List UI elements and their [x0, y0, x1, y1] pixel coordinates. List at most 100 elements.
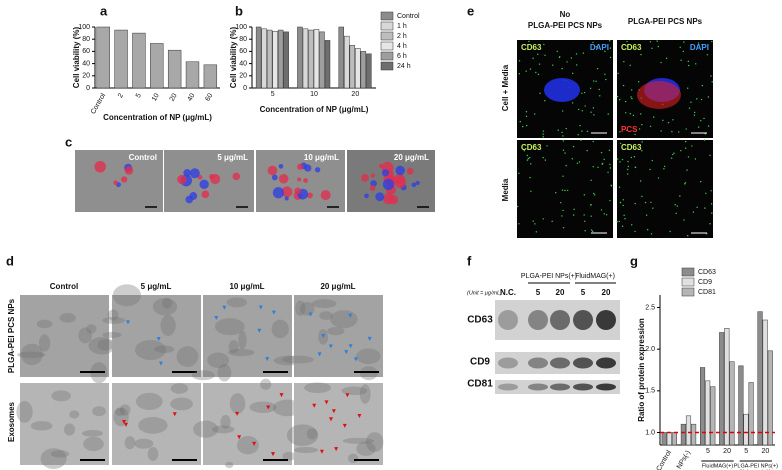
x-tick-label: 5	[271, 91, 275, 98]
bar	[748, 382, 754, 446]
texture	[30, 421, 53, 431]
dot	[544, 159, 547, 161]
dot	[649, 41, 652, 43]
x-tick-label: 20	[723, 448, 731, 455]
bar	[185, 61, 200, 89]
dot	[562, 135, 564, 137]
dot	[619, 201, 622, 204]
bar	[355, 48, 361, 89]
texture	[220, 414, 231, 429]
arrowhead	[328, 417, 333, 422]
dot	[621, 225, 624, 227]
column-header: Control	[50, 282, 78, 291]
dot	[624, 100, 627, 103]
dot	[590, 215, 592, 217]
dot	[649, 168, 651, 171]
dot	[518, 60, 521, 62]
dot	[622, 199, 625, 201]
dot	[556, 50, 558, 52]
dot	[704, 207, 706, 209]
arrowhead	[317, 352, 322, 357]
dot	[601, 163, 603, 165]
legend-label: 2 h	[397, 33, 407, 40]
dot	[607, 113, 609, 115]
cell-blob	[375, 192, 385, 202]
lane-label: 5	[581, 288, 586, 297]
cell-blob	[281, 186, 293, 198]
dot	[518, 172, 520, 175]
dot	[626, 40, 628, 43]
arrowhead	[342, 423, 347, 428]
dot	[610, 185, 613, 187]
arrowhead	[357, 414, 362, 419]
bar	[767, 350, 773, 446]
arrowhead	[214, 315, 219, 320]
dot	[641, 141, 643, 143]
dot	[586, 149, 588, 152]
texture	[82, 429, 103, 437]
y-tick-label: 40	[82, 60, 90, 67]
dot	[674, 204, 676, 206]
dot	[684, 183, 686, 185]
y-tick-label: 80	[82, 36, 90, 43]
bar	[738, 365, 744, 446]
dot	[632, 114, 635, 117]
bar	[308, 29, 314, 89]
bar	[297, 26, 303, 89]
dot	[660, 130, 662, 132]
dot	[577, 134, 579, 136]
dot	[516, 205, 519, 208]
dot	[598, 88, 600, 91]
dot	[542, 218, 544, 220]
texture	[359, 366, 378, 381]
cell-blob	[189, 168, 200, 179]
dot	[525, 111, 528, 113]
band	[550, 357, 570, 369]
dot	[604, 73, 606, 75]
texture	[154, 345, 175, 353]
dot	[680, 149, 682, 152]
dot	[564, 152, 566, 154]
dot	[710, 203, 713, 205]
texture	[102, 331, 122, 338]
dot	[711, 40, 713, 43]
cell-blob	[378, 163, 384, 169]
band	[596, 310, 616, 330]
dot	[703, 117, 705, 120]
arrowhead	[319, 449, 324, 454]
dot	[605, 78, 607, 81]
dot	[667, 121, 670, 124]
dot	[526, 124, 528, 127]
dot	[607, 171, 609, 173]
cell-blob	[267, 165, 278, 176]
image-label: Control	[129, 153, 157, 162]
dot	[561, 189, 564, 191]
dot	[583, 91, 586, 94]
dot	[570, 57, 573, 59]
dot	[638, 128, 641, 130]
dot	[560, 201, 562, 204]
dot	[551, 220, 553, 223]
texture	[170, 397, 193, 411]
bar	[261, 28, 267, 89]
dot	[592, 107, 595, 109]
dot	[705, 192, 707, 194]
dot	[525, 115, 528, 118]
dot	[603, 158, 605, 161]
dot	[657, 45, 659, 48]
cell-blob	[284, 196, 289, 201]
texture	[20, 343, 43, 366]
dot	[542, 156, 544, 159]
cell-blob	[370, 173, 375, 178]
arrowhead	[125, 320, 130, 325]
dot	[590, 229, 593, 231]
lane-label: 20	[556, 288, 565, 297]
dot	[544, 100, 546, 102]
cell-blob	[415, 180, 420, 186]
dot	[690, 101, 692, 103]
stain-label: PCS	[621, 125, 638, 134]
dot	[590, 179, 592, 181]
lane-label: 20	[602, 288, 611, 297]
dot	[529, 68, 532, 70]
dot	[529, 176, 531, 179]
